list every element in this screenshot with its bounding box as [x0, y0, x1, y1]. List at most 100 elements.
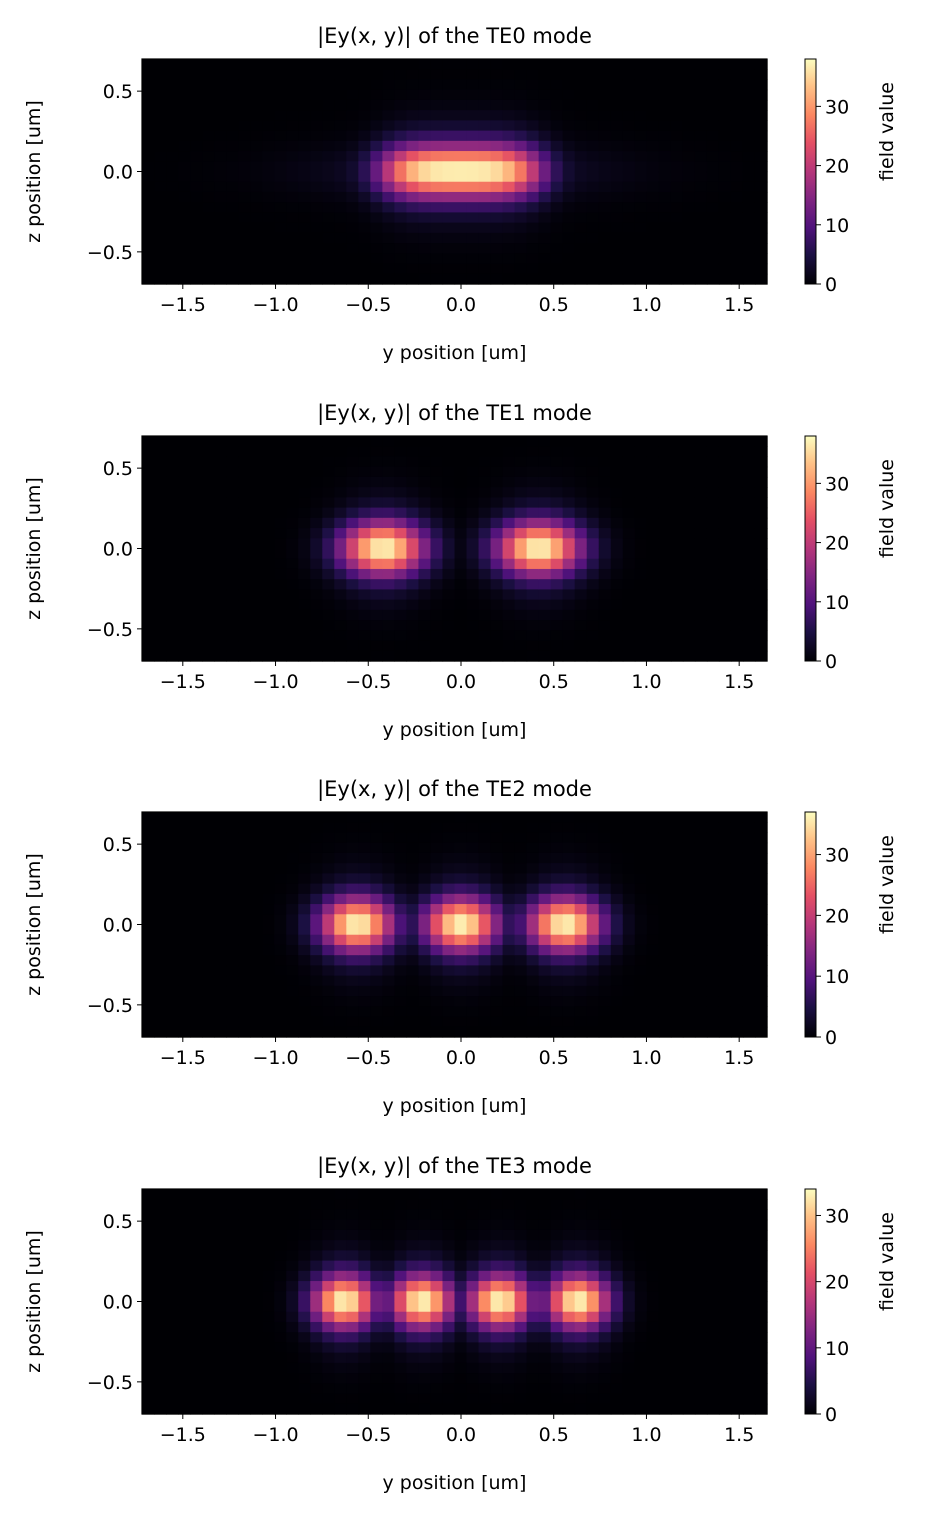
heatmap-cell [574, 996, 588, 1007]
heatmap-cell [406, 904, 420, 915]
heatmap-cell [178, 852, 191, 864]
heatmap-cell [598, 944, 612, 956]
heatmap-cell [298, 140, 311, 152]
heatmap-cell [286, 1383, 299, 1395]
x-tick-label: 1.5 [724, 1047, 754, 1069]
heatmap-cell [274, 975, 287, 987]
heatmap-cell [382, 476, 396, 488]
heatmap-cell [514, 1311, 528, 1323]
heatmap-cell [610, 69, 624, 81]
heatmap-cell [418, 873, 432, 885]
heatmap-cell [322, 202, 335, 214]
heatmap-cell [538, 507, 552, 519]
heatmap-cell [526, 620, 540, 631]
heatmap-cell [382, 955, 396, 967]
heatmap-cell [694, 985, 708, 997]
heatmap-cell [214, 140, 227, 152]
heatmap-cell [622, 1250, 636, 1262]
heatmap-cell [394, 640, 408, 652]
heatmap-cell [358, 965, 371, 977]
heatmap-cell [526, 1393, 540, 1405]
heatmap-cell [274, 620, 287, 631]
heatmap-cell [250, 852, 263, 864]
heatmap-cell [598, 996, 612, 1007]
heatmap-cell [382, 1240, 396, 1251]
heatmap-cell [226, 1219, 239, 1231]
heatmap-cell [706, 1006, 720, 1018]
heatmap-cell [274, 1270, 287, 1282]
heatmap-cell [418, 832, 432, 844]
heatmap-cell [526, 161, 540, 173]
heatmap-cell [634, 852, 648, 864]
heatmap-cell [526, 1301, 540, 1313]
heatmap-cell [214, 650, 227, 662]
heatmap-cell [658, 640, 672, 652]
heatmap-cell [298, 99, 311, 111]
heatmap-cell [214, 1199, 227, 1211]
heatmap-cell [202, 934, 215, 946]
heatmap-cell [586, 914, 600, 926]
heatmap-cell [682, 476, 696, 488]
heatmap-cell [370, 202, 383, 214]
heatmap-cell [298, 1352, 311, 1364]
heatmap-cell [274, 1342, 287, 1354]
heatmap-cell [670, 487, 684, 498]
heatmap-cell [250, 1362, 263, 1374]
heatmap-cell [562, 456, 576, 468]
heatmap-cell [730, 130, 744, 142]
heatmap-cell [226, 579, 239, 591]
heatmap-cell [730, 1026, 744, 1038]
heatmap-cell [202, 507, 215, 519]
heatmap-cell [238, 852, 251, 864]
heatmap-cell [274, 202, 287, 214]
heatmap-cell [574, 1189, 588, 1200]
heatmap-cell [742, 944, 756, 956]
heatmap-cell [334, 507, 347, 519]
heatmap-cell [382, 507, 396, 519]
heatmap-cell [190, 497, 203, 509]
heatmap-cell [622, 273, 636, 285]
heatmap-cell [502, 985, 516, 997]
heatmap-cell [238, 253, 251, 265]
heatmap-cell [382, 812, 396, 823]
heatmap-cell [490, 1199, 504, 1211]
heatmap-cell [382, 852, 396, 864]
heatmap-cell [754, 110, 768, 121]
heatmap-cell [394, 924, 408, 936]
heatmap-cell [694, 863, 708, 874]
heatmap-cell [430, 985, 444, 997]
heatmap-cell [370, 589, 383, 601]
heatmap-cell [250, 1332, 263, 1344]
heatmap-cell [214, 528, 227, 539]
heatmap-cell [346, 1209, 359, 1221]
heatmap-cell [718, 609, 732, 621]
heatmap-cell [406, 852, 420, 864]
heatmap-cell [658, 538, 672, 550]
heatmap-cell [322, 975, 335, 987]
heatmap-cell [622, 1373, 636, 1384]
heatmap-cell [646, 456, 660, 468]
heatmap-cell [406, 120, 420, 132]
heatmap-cell [670, 1260, 684, 1272]
heatmap-cell [166, 273, 179, 285]
heatmap-cell [574, 589, 588, 601]
heatmap-cell [550, 975, 564, 987]
heatmap-cell [550, 110, 564, 121]
heatmap-cell [154, 1250, 167, 1262]
x-tick-label: −0.5 [345, 294, 391, 316]
heatmap-cell [730, 852, 744, 864]
heatmap-cell [562, 1291, 576, 1303]
heatmap-cell [430, 110, 444, 121]
heatmap-cell [514, 1209, 528, 1221]
heatmap-cell [478, 456, 492, 468]
heatmap-cell [250, 863, 263, 874]
heatmap-cell [334, 965, 347, 977]
heatmap-cell [190, 1189, 203, 1200]
heatmap-cell [646, 110, 660, 121]
heatmap-cell [478, 110, 492, 121]
heatmap-cell [550, 466, 564, 478]
heatmap-cell [286, 1219, 299, 1231]
heatmap-cell [154, 497, 167, 509]
heatmap-cell [226, 1250, 239, 1262]
heatmap-cell [706, 507, 720, 519]
